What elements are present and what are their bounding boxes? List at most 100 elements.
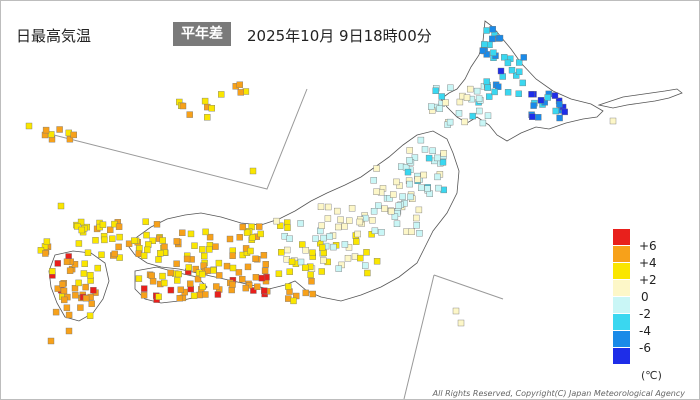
station-marker <box>356 218 363 226</box>
station-marker <box>54 260 61 267</box>
station-marker <box>199 246 206 253</box>
station-marker <box>176 295 184 302</box>
station-marker <box>140 292 148 299</box>
station-marker <box>204 114 211 121</box>
station-marker <box>297 220 304 227</box>
station-marker <box>393 178 400 186</box>
station-marker <box>202 228 209 236</box>
station-marker <box>320 257 327 264</box>
station-marker <box>116 254 123 261</box>
station-marker <box>435 184 442 192</box>
station-marker <box>417 136 425 144</box>
station-marker <box>368 231 375 238</box>
station-marker <box>434 173 441 181</box>
station-marker <box>65 311 73 319</box>
station-marker <box>378 228 385 236</box>
station-marker <box>252 274 260 281</box>
station-marker <box>77 218 85 226</box>
station-marker <box>277 222 284 229</box>
station-marker <box>497 67 505 75</box>
station-marker <box>320 234 327 242</box>
station-marker <box>490 49 497 56</box>
station-marker <box>63 304 71 311</box>
station-marker <box>239 276 246 283</box>
station-marker <box>416 229 423 237</box>
station-marker <box>140 285 148 292</box>
station-marker <box>250 287 257 294</box>
station-marker <box>229 281 236 288</box>
station-marker <box>353 238 360 245</box>
station-marker <box>90 287 97 294</box>
station-marker <box>75 279 82 287</box>
station-marker <box>52 308 60 316</box>
station-marker <box>483 51 490 58</box>
station-marker <box>369 216 376 224</box>
station-marker <box>131 237 138 244</box>
station-marker <box>217 91 225 98</box>
station-marker <box>457 319 465 327</box>
station-marker <box>432 87 439 95</box>
legend-swatch-extra <box>613 348 630 364</box>
station-marker <box>244 263 252 271</box>
station-marker <box>262 261 269 268</box>
station-marker <box>406 157 413 164</box>
station-marker <box>535 113 542 121</box>
station-marker <box>148 272 156 279</box>
station-marker <box>373 258 381 265</box>
station-marker <box>200 262 207 269</box>
legend-label-minus2: -2 <box>639 307 651 321</box>
station-marker <box>285 283 292 290</box>
station-marker <box>371 227 379 234</box>
station-marker <box>86 312 94 319</box>
map-title: 日最高気温 <box>16 27 92 45</box>
station-marker <box>344 254 352 262</box>
legend-label-minus4: -4 <box>639 324 651 338</box>
station-marker <box>390 191 397 198</box>
station-marker <box>479 47 486 54</box>
station-marker <box>153 221 161 228</box>
station-marker <box>456 98 464 106</box>
station-marker <box>236 81 244 88</box>
station-marker <box>57 202 65 210</box>
station-marker <box>173 260 180 267</box>
station-marker <box>206 246 213 253</box>
station-marker <box>257 230 264 238</box>
station-marker <box>66 267 74 274</box>
station-marker <box>302 289 309 297</box>
station-marker <box>442 99 449 106</box>
station-marker <box>508 66 516 74</box>
station-marker <box>214 291 222 298</box>
station-marker <box>167 269 174 277</box>
station-marker <box>461 118 468 126</box>
station-marker <box>87 272 94 279</box>
station-marker <box>210 267 217 274</box>
station-marker <box>486 93 493 100</box>
station-marker <box>447 84 454 92</box>
station-marker <box>261 267 269 274</box>
station-marker <box>609 117 617 125</box>
station-marker <box>309 290 316 298</box>
station-marker <box>362 262 369 269</box>
station-marker <box>556 101 563 108</box>
station-marker <box>71 285 79 292</box>
station-marker <box>489 35 496 43</box>
station-marker <box>187 280 194 287</box>
legend-swatch-plus4 <box>613 246 630 262</box>
station-marker <box>354 230 361 238</box>
station-marker <box>215 259 223 267</box>
station-marker <box>335 265 342 272</box>
station-marker <box>155 256 162 263</box>
station-marker <box>25 122 33 130</box>
station-marker <box>364 269 371 277</box>
station-marker <box>373 188 380 195</box>
station-marker <box>173 238 181 245</box>
station-marker <box>424 185 431 193</box>
station-marker <box>320 249 327 257</box>
station-marker <box>252 255 259 263</box>
station-marker <box>198 271 206 278</box>
station-marker <box>213 283 220 290</box>
station-marker <box>84 249 92 257</box>
station-marker <box>393 220 401 228</box>
station-marker <box>463 94 471 101</box>
